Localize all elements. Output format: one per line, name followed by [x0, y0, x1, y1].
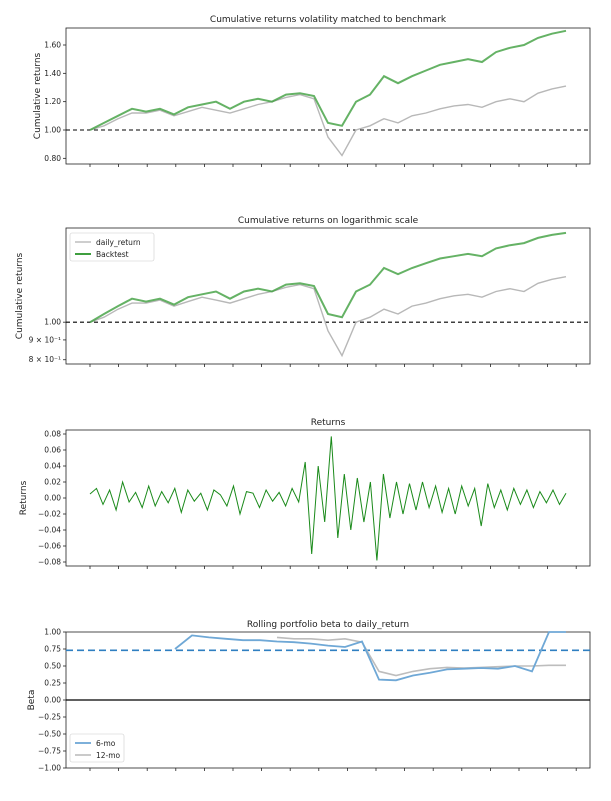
legend-label-6-mo: 6-mo	[96, 739, 116, 748]
series-line-backtest	[89, 29, 567, 131]
series-line-returns	[89, 436, 567, 561]
y-axis-label: Cumulative returns	[15, 252, 25, 339]
y-tick-label: 0.80	[44, 154, 61, 163]
series-line-daily-return	[89, 276, 567, 358]
x-ticks	[89, 164, 577, 167]
panel-beta: Rolling portfolio beta to daily_return B…	[27, 620, 591, 773]
y-tick-label: 1.40	[44, 69, 61, 78]
legend: 6-mo 12-mo	[69, 733, 125, 763]
y-ticks: 1.00 0.75 0.50 0.25 0.00 −0.25 −0.50 −0.75 −1.00	[38, 628, 66, 773]
y-axis-label: Beta	[27, 690, 37, 711]
y-tick-label: 1.20	[44, 97, 61, 106]
y-ticks: 0.08 0.06 0.04 0.02 0.00 −0.02 −0.04 −0.06 −0.08	[38, 430, 66, 567]
y-ticks: 0.80 1.00 1.20 1.40 1.60	[44, 41, 66, 163]
y-tick-label: −0.08	[38, 558, 61, 567]
chart-title: Cumulative returns on logarithmic scale	[238, 216, 419, 226]
y-tick-label: 0.02	[44, 478, 61, 487]
axes-frame	[65, 429, 591, 567]
series-line-backtest	[89, 231, 567, 324]
chart-title: Returns	[311, 418, 346, 428]
y-tick-label: 1.00	[44, 318, 61, 327]
y-tick-label: −1.00	[38, 764, 61, 773]
y-tick-label: 9 × 10⁻¹	[29, 335, 61, 344]
series-line-6-mo	[174, 631, 566, 682]
x-ticks	[89, 364, 577, 367]
x-ticks	[89, 768, 577, 771]
y-tick-label: −0.02	[38, 510, 61, 519]
y-tick-label: −0.06	[38, 542, 61, 551]
y-tick-label: 0.00	[44, 696, 61, 705]
panel-returns: Returns Returns 0.08 0.06 0.04 0.02 0.00 −0.0…	[19, 418, 591, 569]
y-tick-label: 0.50	[44, 662, 61, 671]
y-ticks: 1.00 9 × 10⁻¹ 8 × 10⁻¹	[29, 318, 66, 364]
y-tick-label: −0.04	[38, 526, 61, 535]
y-axis-label: Cumulative returns	[33, 52, 43, 139]
chart-title: Cumulative returns volatility matched to…	[210, 15, 447, 25]
panel-log: Cumulative returns on logarithmic scale …	[15, 216, 591, 367]
y-tick-label: −0.50	[38, 730, 61, 739]
legend: daily_return Backtest	[69, 232, 155, 262]
chart-title: Rolling portfolio beta to daily_return	[247, 620, 409, 630]
y-tick-label: 1.00	[44, 126, 61, 135]
legend-label-12-mo: 12-mo	[96, 751, 121, 760]
y-tick-label: 1.00	[44, 628, 61, 637]
y-tick-label: −0.75	[38, 747, 61, 756]
y-tick-label: 0.00	[44, 494, 61, 503]
y-tick-label: 8 × 10⁻¹	[29, 355, 61, 364]
y-tick-label: 1.60	[44, 41, 61, 50]
y-tick-label: 0.08	[44, 430, 61, 439]
series-line-daily-return	[89, 85, 567, 157]
legend-label-daily-return: daily_return	[96, 238, 141, 247]
y-axis-label: Returns	[19, 480, 29, 515]
y-tick-label: 0.25	[44, 679, 61, 688]
y-tick-label: 0.04	[44, 462, 61, 471]
x-ticks	[89, 566, 577, 569]
y-tick-label: −0.25	[38, 713, 61, 722]
y-tick-label: 0.75	[44, 645, 61, 654]
y-tick-label: 0.06	[44, 446, 61, 455]
legend-label-backtest: Backtest	[96, 250, 129, 259]
panel-cumulative: Cumulative returns volatility matched to…	[33, 15, 591, 167]
